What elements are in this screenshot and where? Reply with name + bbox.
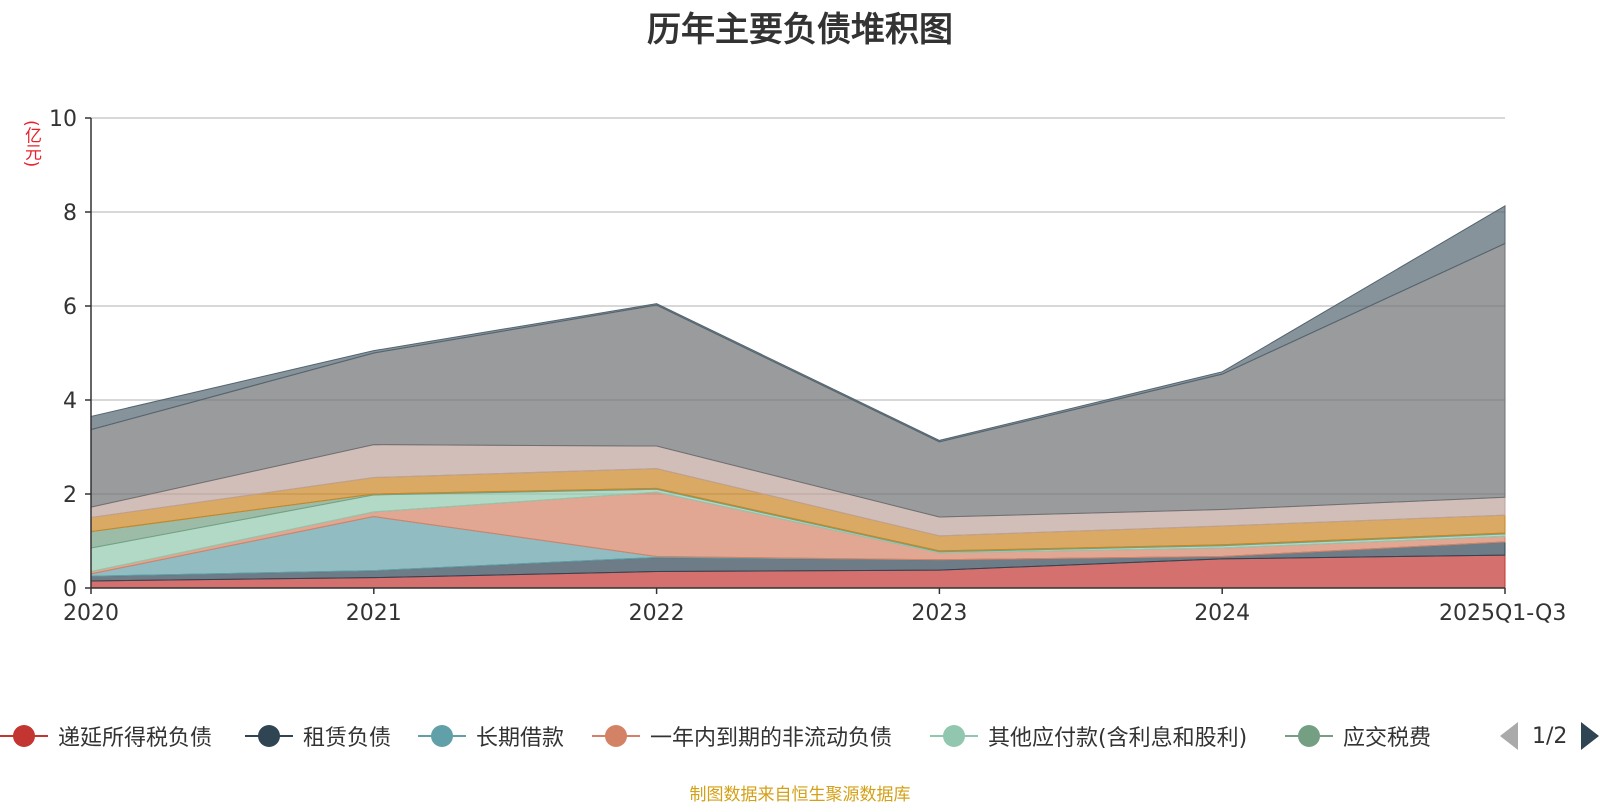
legend-label: 一年内到期的非流动负债 [650,726,893,751]
chart-title: 历年主要负债堆积图 [647,10,953,50]
legend: 递延所得税负债 租赁负债 长期借款 一年内到期的非流动负债 其他应付款(含利息和股利) 应… [0,718,1600,754]
y-axis-unit-label: (亿元) [21,120,41,168]
legend-item[interactable]: 应交税费 [1285,718,1431,754]
legend-next-page-icon[interactable] [1581,722,1600,750]
y-tick-label: 10 [49,107,77,132]
x-tick-label: 2023 [911,601,967,626]
source-note: 制图数据来自恒生聚源数据库 [689,785,911,805]
x-tick-label: 2024 [1194,601,1250,626]
legend-label: 长期借款 [476,726,565,751]
x-tick-label: 2025Q1-Q3 [1439,601,1566,626]
y-tick-label: 6 [63,295,77,320]
y-tick-label: 0 [63,577,77,602]
legend-page-indicator: 1/2 [1532,723,1568,749]
y-tick-label: 8 [63,201,77,226]
legend-item[interactable]: 租赁负债 [245,718,391,754]
legend-item[interactable]: 其他应付款(含利息和股利) [930,718,1247,754]
legend-marker-icon [592,724,640,748]
legend-marker-icon [930,724,978,748]
legend-label: 应交税费 [1343,726,1432,751]
legend-marker-icon [245,724,293,748]
x-tick-label: 2021 [346,601,402,626]
legend-marker-icon [0,724,48,748]
legend-label: 其他应付款(含利息和股利) [988,726,1248,751]
y-tick-label: 4 [63,389,77,414]
x-tick-label: 2020 [63,601,119,626]
legend-item[interactable]: 长期借款 [418,718,564,754]
legend-prev-page-icon[interactable] [1500,722,1518,750]
chart-plot: 0 2 4 6 8 10 2020 2021 2022 2023 2024 2025Q1-Q3 [49,107,1566,626]
legend-label: 递延所得税负债 [58,726,213,751]
legend-marker-icon [418,724,466,748]
legend-item[interactable]: 递延所得税负债 [0,718,212,754]
legend-marker-icon [1285,724,1333,748]
legend-label: 租赁负债 [303,726,392,751]
x-tick-label: 2022 [629,601,685,626]
legend-item[interactable]: 一年内到期的非流动负债 [592,718,892,754]
legend-pager: 1/2 [1500,718,1600,754]
y-tick-label: 2 [63,483,77,508]
area-series-9 [90,205,1506,443]
